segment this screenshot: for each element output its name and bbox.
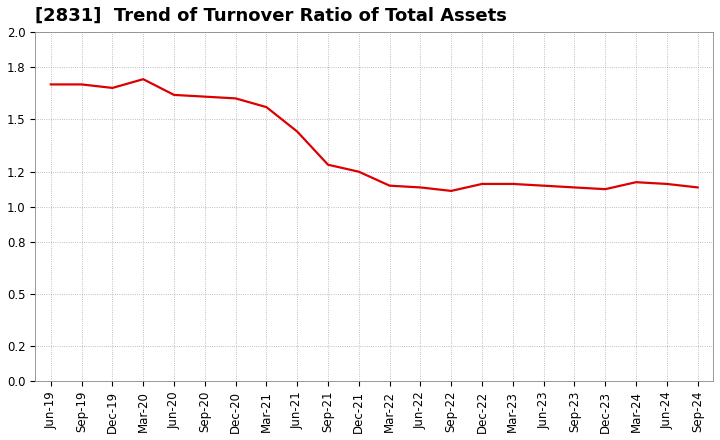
- Text: [2831]  Trend of Turnover Ratio of Total Assets: [2831] Trend of Turnover Ratio of Total …: [35, 7, 508, 25]
